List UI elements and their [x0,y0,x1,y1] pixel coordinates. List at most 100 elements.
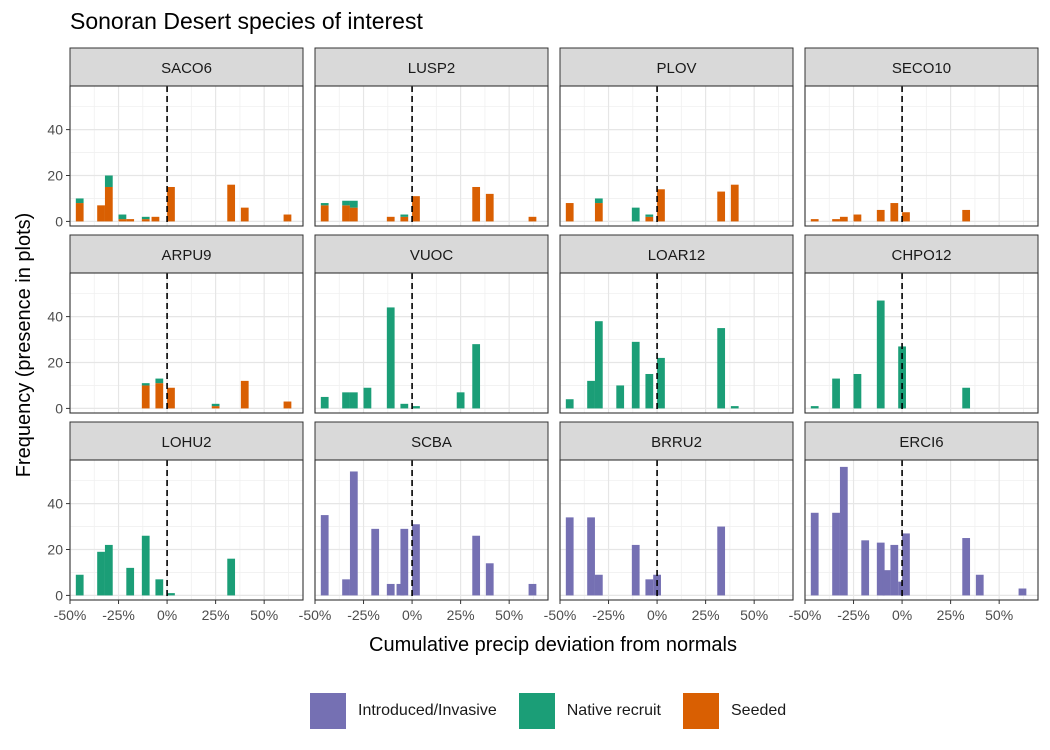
bar-saco6-native-recruit [141,216,150,220]
facet-strip-chpo12 [804,234,1039,274]
x-tick-label: 50% [495,607,523,623]
bar-plov-native-recruit [645,214,654,217]
x-tick-label: -50% [299,607,332,623]
y-tick-label: 40 [47,309,63,325]
x-tick-label: 25% [202,607,230,623]
bar-lohu2-native-recruit [126,567,135,596]
x-tick-label: 50% [740,607,768,623]
legend-item-seeded: Seeded [683,693,786,729]
bar-erci6-introduced-invasive [876,542,885,596]
bar-erci6-introduced-invasive [882,570,891,596]
bar-lusp2-native-recruit [400,214,409,217]
bar-scba-introduced-invasive [349,471,358,596]
bar-lusp2-seeded [485,193,494,222]
bar-seco10-seeded [810,219,819,222]
panel-border-erci6 [804,459,1039,601]
legend-swatch-seeded [683,693,719,729]
bar-lusp2-seeded [472,186,481,222]
bar-saco6-seeded [283,214,292,222]
panel-border-plov [559,85,794,227]
bar-saco6-native-recruit [75,198,84,204]
facet-strip-arpu9 [69,234,304,274]
bar-lusp2-native-recruit [320,203,329,206]
legend: Introduced/Invasive Native recruit Seede… [310,692,808,730]
x-tick-label: -50% [544,607,577,623]
bar-lohu2-native-recruit [167,593,175,596]
facet-label-saco6: SACO6 [161,60,212,77]
bar-lohu2-native-recruit [97,551,105,596]
bar-lohu2-native-recruit [227,558,236,596]
bar-lusp2-seeded [349,207,358,222]
facet-strip-plov [559,47,794,87]
legend-swatch-introduced-invasive [310,693,346,729]
bar-brru2-introduced-invasive [645,579,654,596]
bar-loar12-native-recruit [717,328,726,409]
x-tick-label: 25% [692,607,720,623]
legend-swatch-native-recruit [518,693,555,729]
bar-brru2-introduced-invasive [717,526,726,596]
bar-saco6-seeded [240,207,249,222]
bar-saco6-seeded [75,203,84,222]
bar-lusp2-seeded [386,216,395,222]
bar-seco10-seeded [902,212,910,222]
bar-erci6-introduced-invasive [810,512,819,596]
facet-strip-lohu2 [69,421,304,461]
bar-seco10-seeded [962,209,971,222]
bar-seco10-seeded [890,203,899,222]
bar-brru2-introduced-invasive [587,517,595,596]
panel-border-vuoc [314,272,549,414]
facet-label-brru2: BRRU2 [651,434,702,451]
bar-saco6-seeded [97,205,105,222]
facet-label-lohu2: LOHU2 [161,434,211,451]
facet-strip-seco10 [804,47,1039,87]
facet-strip-lusp2 [314,47,549,87]
panel-border-scba [314,459,549,601]
y-tick-label: 20 [47,168,63,184]
facet-strip-scba [314,421,549,461]
bar-lohu2-native-recruit [141,535,150,596]
bar-plov-seeded [594,203,603,222]
bar-seco10-seeded [853,214,862,222]
x-tick-label: 25% [937,607,965,623]
bar-brru2-introduced-invasive [594,574,603,596]
bar-arpu9-seeded [283,401,292,409]
bar-loar12-native-recruit [631,341,640,409]
bar-vuoc-native-recruit [386,307,395,409]
chart-title: Sonoran Desert species of interest [70,8,423,34]
bar-chpo12-native-recruit [853,373,862,409]
legend-label-seeded: Seeded [731,702,787,719]
x-axis-label: Cumulative precip deviation from normals [369,634,737,656]
panel-border-chpo12 [804,272,1039,414]
bar-vuoc-native-recruit [412,406,420,409]
bar-lusp2-seeded [342,205,350,222]
facet-label-vuoc: VUOC [410,247,454,264]
facet-strip-saco6 [69,47,304,87]
facet-label-plov: PLOV [656,60,696,77]
bar-arpu9-native-recruit [155,378,164,384]
bar-scba-introduced-invasive [528,583,537,596]
x-tick-label: 0% [402,607,422,623]
panel-border-saco6 [69,85,304,227]
bar-lusp2-native-recruit [342,200,350,206]
bar-scba-introduced-invasive [342,579,350,596]
bar-arpu9-seeded [155,383,164,409]
legend-label-introduced-invasive: Introduced/Invasive [358,702,497,719]
facet-label-scba: SCBA [411,434,452,451]
bar-seco10-seeded [839,216,848,222]
facet-label-erci6: ERCI6 [899,434,943,451]
y-axis-label: Frequency (presence in plots) [13,213,35,478]
bar-arpu9-native-recruit [211,403,220,407]
bar-scba-introduced-invasive [485,563,494,596]
x-tick-label: -50% [789,607,822,623]
x-tick-label: -25% [837,607,870,623]
bar-vuoc-native-recruit [363,387,372,409]
facet-strip-brru2 [559,421,794,461]
bar-chpo12-native-recruit [810,406,819,409]
bar-plov-seeded [717,191,726,222]
bar-chpo12-native-recruit [832,378,840,409]
bar-seco10-seeded [876,209,885,222]
bar-vuoc-native-recruit [349,392,358,409]
bar-vuoc-native-recruit [456,392,465,409]
facet-label-arpu9: ARPU9 [161,247,211,264]
bar-scba-introduced-invasive [400,528,409,596]
